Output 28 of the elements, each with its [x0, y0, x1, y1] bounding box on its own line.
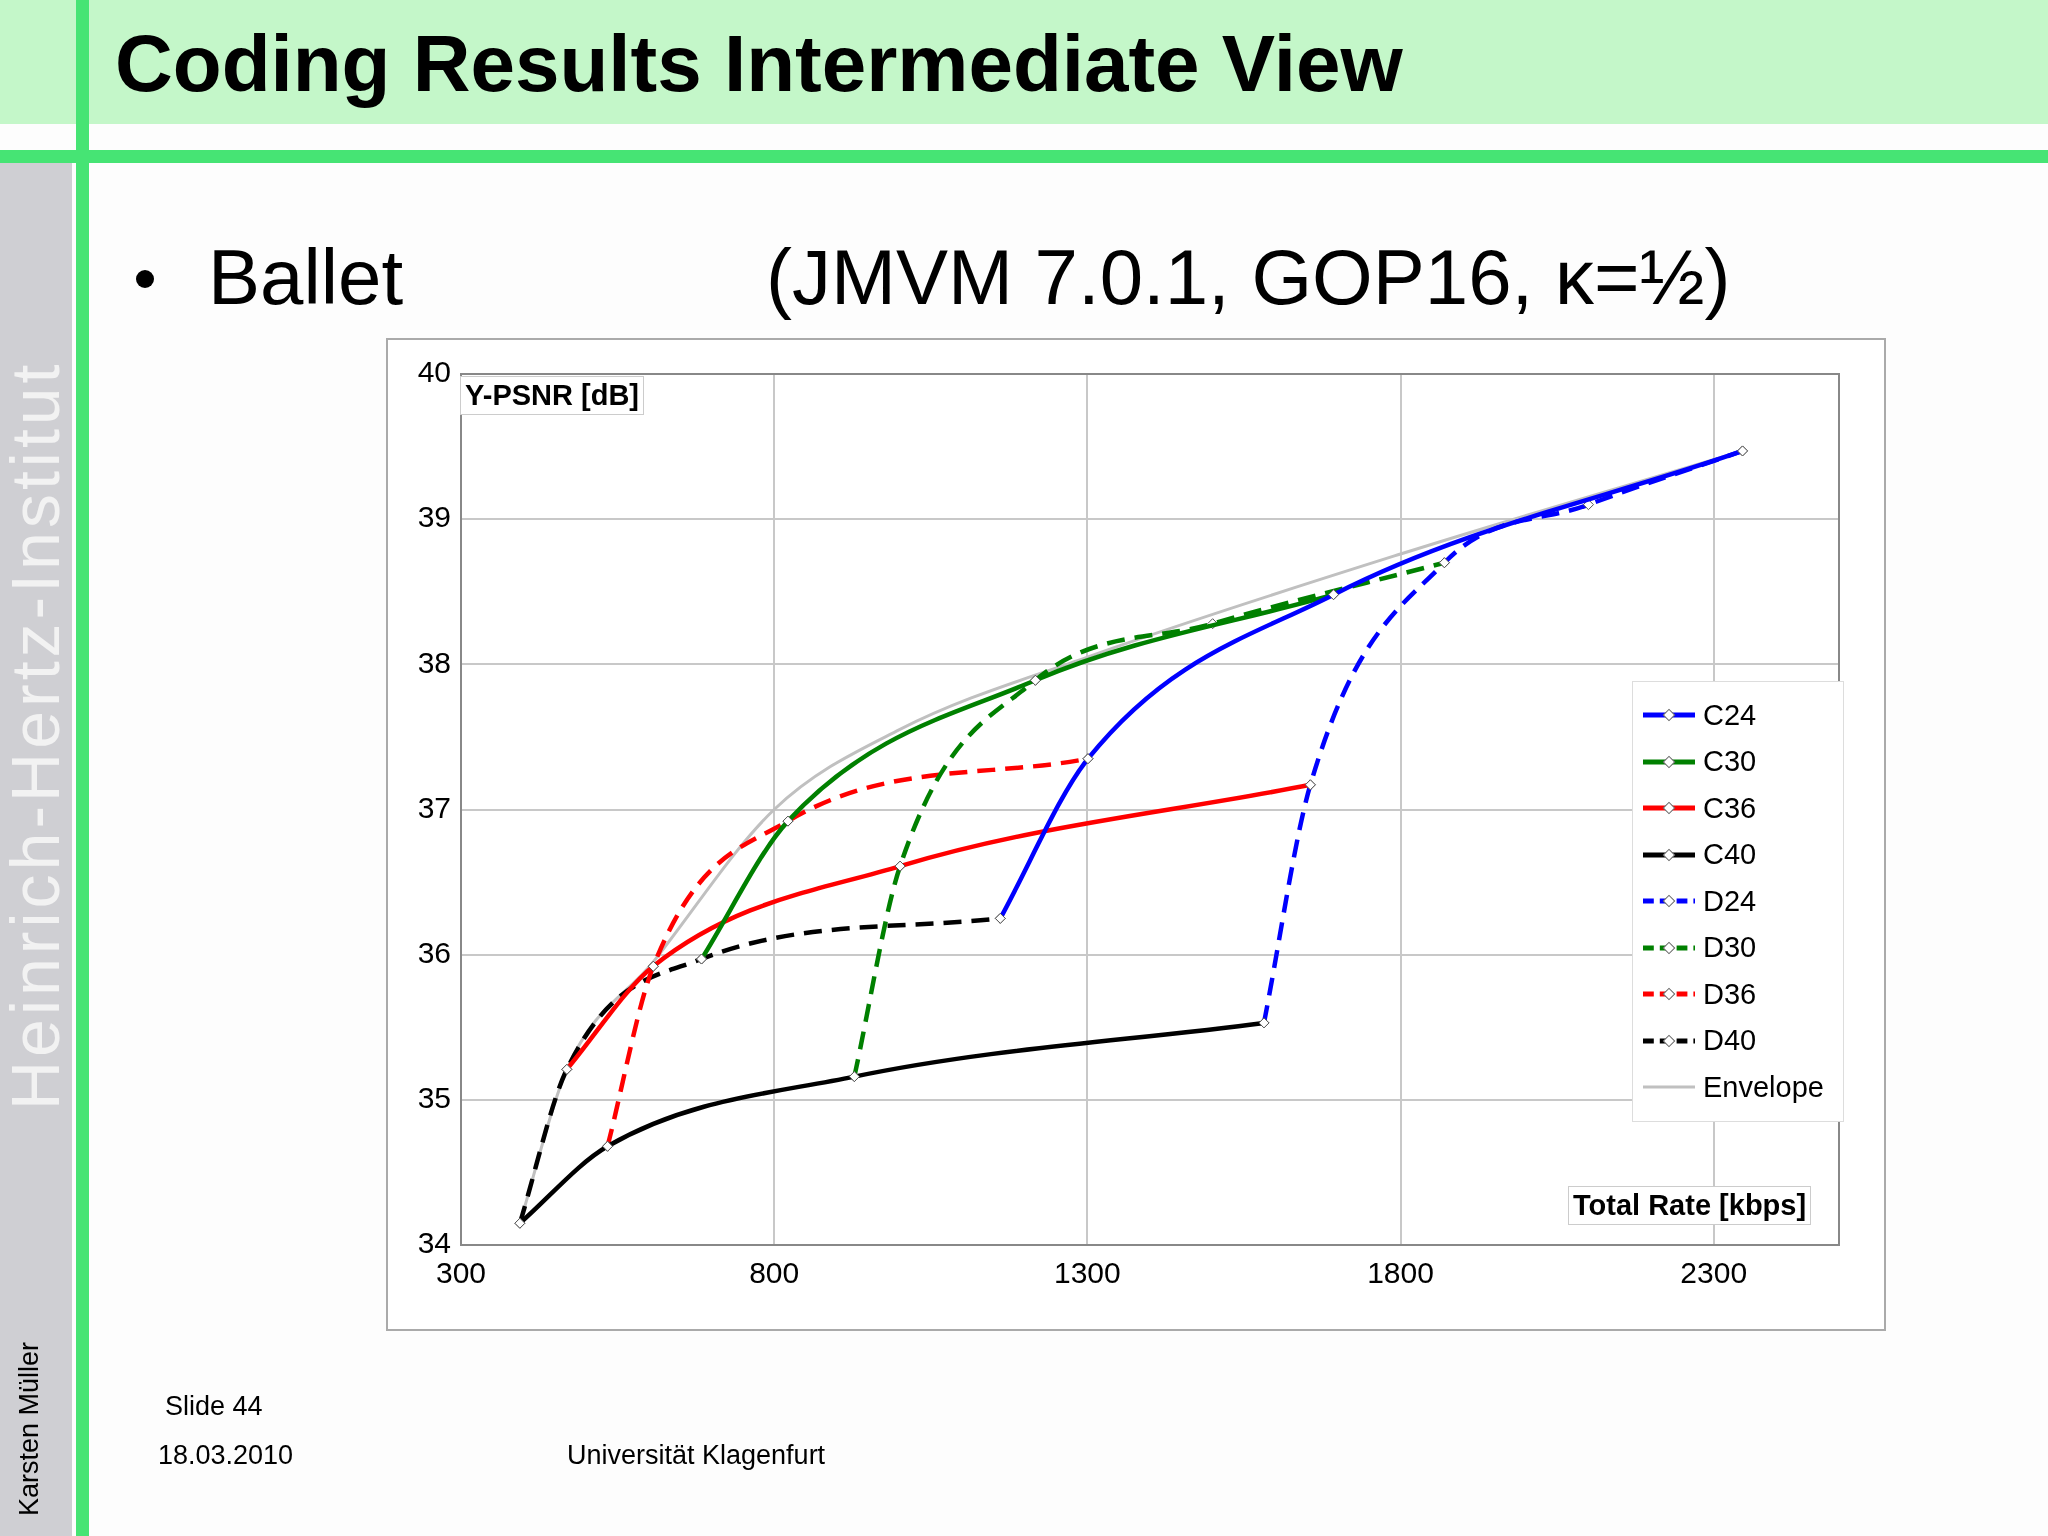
x-tick-label: 1300 [1053, 1256, 1121, 1290]
y-tick-label: 40 [417, 355, 451, 389]
legend-label: Envelope [1703, 1070, 1824, 1104]
legend-label: D40 [1703, 1024, 1757, 1058]
chart-title: Coding Results Intermediate View [115, 18, 1403, 110]
chart-subtitle: Ballet [208, 232, 404, 323]
text: (JMVM 7.0.1, GOP16, κ=½) [766, 232, 1731, 323]
y-tick-label: 35 [417, 1081, 451, 1115]
y-axis-title: Y-PSNR [dB] [460, 376, 644, 415]
legend-label: D30 [1703, 931, 1757, 965]
text: Karsten Müller [14, 1341, 45, 1516]
text: Slide 44 [165, 1391, 263, 1422]
x-tick-label: 2300 [1680, 1256, 1748, 1290]
y-tick-label: 37 [417, 790, 451, 824]
legend-label: C24 [1703, 698, 1757, 732]
x-axis-title: Total Rate [kbps] [1568, 1186, 1812, 1225]
y-tick-label: 36 [417, 935, 451, 969]
x-tick-label: 800 [749, 1256, 800, 1290]
legend-label: C40 [1703, 838, 1757, 872]
y-tick-label: 38 [417, 645, 451, 679]
x-tick-label: 1800 [1367, 1256, 1434, 1290]
legend-label: D36 [1703, 977, 1757, 1011]
text: Universität Klagenfurt [567, 1440, 826, 1471]
y-tick-label: 39 [417, 500, 451, 534]
text: 18.03.2010 [158, 1440, 294, 1471]
legend-label: D24 [1703, 884, 1757, 918]
legend-label: C30 [1703, 745, 1757, 779]
legend-label: C36 [1703, 791, 1757, 825]
